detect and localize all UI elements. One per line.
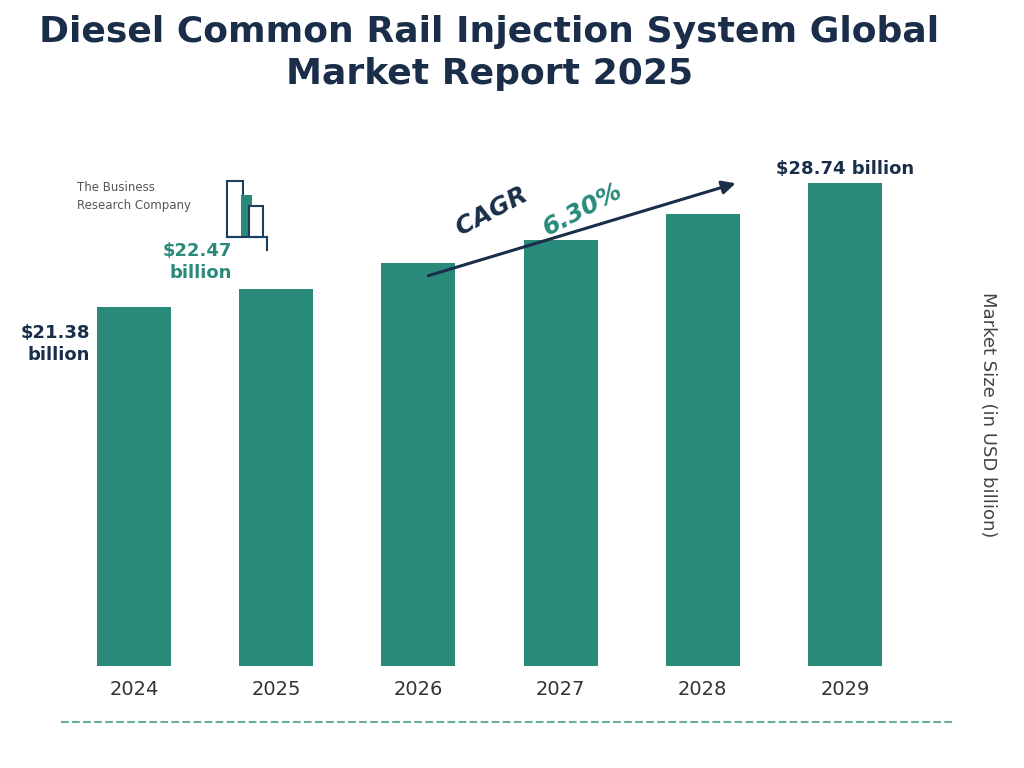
Bar (808, 184, 882, 667)
Bar (666, 214, 739, 667)
Bar (240, 289, 313, 667)
Text: CAGR: CAGR (452, 178, 540, 240)
Bar (227, 181, 243, 237)
Title: Diesel Common Rail Injection System Global
Market Report 2025: Diesel Common Rail Injection System Glob… (40, 15, 940, 91)
Text: 6.30%: 6.30% (540, 178, 627, 240)
Point (158, 649, 170, 658)
Point (164, 649, 176, 658)
Bar (97, 307, 171, 667)
Bar (523, 240, 598, 667)
Bar (250, 206, 263, 237)
Text: $28.74 billion: $28.74 billion (776, 161, 914, 178)
Bar (241, 195, 252, 237)
Text: $22.47
billion: $22.47 billion (163, 242, 232, 282)
Point (164, 649, 176, 658)
Bar (382, 263, 456, 667)
Text: $21.38
billion: $21.38 billion (20, 324, 90, 364)
Point (164, 649, 176, 658)
Text: Market Size (in USD billion): Market Size (in USD billion) (979, 292, 997, 538)
Text: The Business
Research Company: The Business Research Company (78, 181, 191, 212)
